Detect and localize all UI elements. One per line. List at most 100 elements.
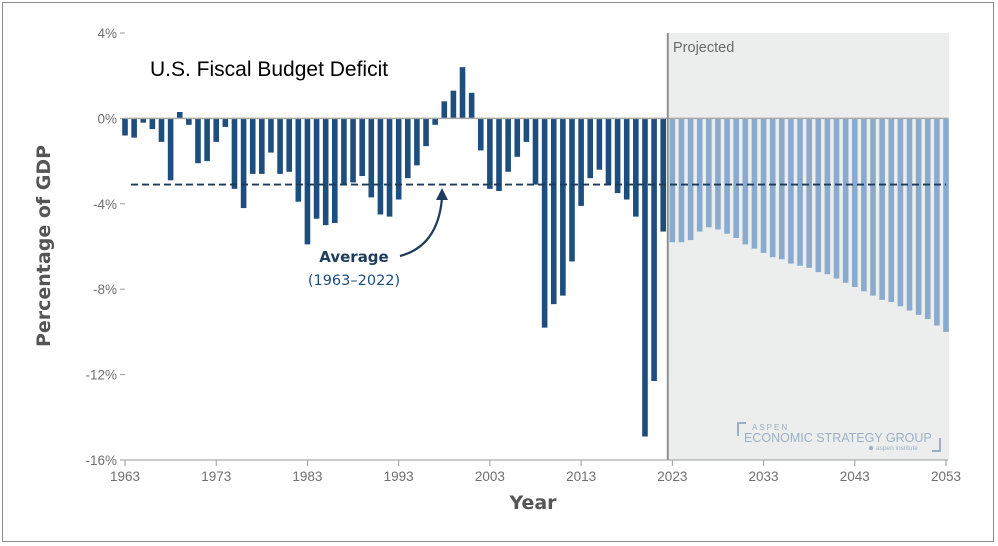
logo-main-text: ECONOMIC STRATEGY GROUP [744, 431, 932, 445]
historical-bar-1973 [213, 118, 220, 142]
x-axis-title: Year [508, 492, 557, 514]
y-tick-label: -12% [85, 368, 117, 383]
projected-bar-2050 [915, 118, 922, 315]
y-tick-label: -4% [93, 197, 117, 212]
projected-bar-2031 [742, 118, 749, 245]
historical-bar-1971 [195, 118, 201, 164]
historical-bar-2003 [487, 118, 493, 189]
historical-bar-1988 [350, 118, 356, 183]
historical-bar-1976 [240, 118, 247, 209]
projected-bar-2034 [769, 118, 776, 258]
average-arrow-head [436, 188, 448, 200]
historical-bar-1964 [131, 118, 137, 138]
y-tick-label: -16% [85, 453, 117, 468]
projected-bar-2042 [842, 118, 849, 283]
historical-bar-1965 [140, 118, 147, 123]
historical-bar-1991 [377, 118, 384, 215]
historical-bar-1994 [404, 118, 411, 179]
average-period: (1963–2022) [308, 273, 400, 289]
projected-bar-2046 [879, 118, 885, 300]
projected-bar-2037 [797, 118, 803, 266]
projected-bar-2023 [669, 118, 676, 243]
historical-bar-2010 [550, 118, 557, 305]
logo-bracket-right-icon [932, 438, 941, 452]
historical-bar-1970 [186, 118, 192, 125]
historical-bar-2014 [587, 118, 594, 179]
projected-bar-2048 [897, 118, 904, 307]
y-tick-label: -8% [93, 282, 117, 297]
historical-bar-1963 [122, 118, 128, 136]
bars [122, 67, 949, 437]
projected-bar-2024 [678, 118, 685, 243]
historical-bar-2013 [578, 118, 584, 206]
y-axis-ticks: 4% 0% -4% -8% -12% -16% [85, 26, 125, 468]
projected-bar-2047 [888, 118, 895, 303]
projected-bar-2025 [687, 118, 694, 241]
projected-bar-2027 [706, 118, 712, 228]
historical-bar-2016 [605, 118, 612, 185]
projected-bar-2052 [934, 118, 940, 326]
projected-bar-2053 [943, 118, 949, 332]
projected-bar-2036 [788, 118, 794, 264]
historical-bar-1990 [368, 118, 375, 198]
historical-bar-1997 [432, 118, 438, 125]
x-tick-label: 2053 [931, 469, 961, 484]
historical-bar-2015 [596, 118, 603, 170]
historical-bar-1982 [295, 118, 302, 202]
projected-bar-2040 [824, 118, 831, 275]
projected-label: Projected [673, 40, 734, 56]
x-tick-label: 1983 [292, 469, 322, 484]
historical-bar-1993 [395, 118, 402, 200]
x-axis-ticks: 1963 1973 1983 1993 2003 2013 2023 2033 2043 2053 [110, 460, 961, 484]
historical-bar-1989 [359, 118, 365, 177]
historical-bar-2002 [477, 118, 484, 151]
projected-bar-2044 [861, 118, 867, 292]
x-tick-label: 1963 [110, 469, 140, 484]
historical-bar-2007 [523, 118, 530, 142]
historical-bar-2000 [459, 67, 466, 119]
historical-bar-1980 [277, 118, 283, 174]
historical-bar-1966 [149, 118, 156, 130]
x-tick-label: 1973 [201, 469, 231, 484]
historical-bar-1979 [268, 118, 274, 153]
logo-bracket-left-icon [737, 422, 746, 436]
projected-bar-2038 [806, 118, 812, 268]
logo-aspen: ASPEN [752, 423, 789, 432]
historical-bar-1983 [304, 118, 311, 245]
historical-bar-2009 [541, 118, 548, 328]
historical-bar-1981 [286, 118, 292, 172]
projected-bar-2051 [924, 118, 931, 320]
x-tick-label: 2023 [657, 469, 687, 484]
y-tick-label: 4% [97, 26, 117, 41]
historical-bar-1978 [259, 118, 265, 174]
projected-bar-2028 [715, 118, 721, 230]
projected-bar-2026 [696, 118, 703, 232]
average-label: Average [319, 248, 388, 266]
historical-bar-2004 [496, 118, 502, 191]
projected-bar-2043 [851, 118, 858, 288]
historical-bar-1975 [231, 118, 238, 189]
historical-bar-1967 [158, 118, 165, 142]
projected-bar-2039 [815, 118, 822, 273]
x-tick-label: 2033 [749, 469, 779, 484]
projected-bar-2029 [724, 118, 730, 234]
projected-bar-2045 [870, 118, 876, 296]
historical-bar-1985 [322, 118, 329, 226]
historical-bar-2021 [651, 118, 657, 382]
historical-bar-2001 [468, 92, 475, 119]
historical-bar-1977 [249, 118, 256, 174]
logo-sub-text: aspen institute [876, 445, 918, 452]
historical-bar-1974 [222, 118, 229, 127]
projected-bar-2049 [906, 118, 913, 311]
historical-bar-1995 [414, 118, 420, 166]
historical-bar-2017 [614, 118, 621, 194]
historical-bar-2011 [560, 118, 566, 296]
logo-dot-icon [868, 445, 874, 451]
historical-bar-2006 [514, 118, 521, 157]
historical-bar-2018 [623, 118, 630, 200]
projected-bar-2041 [833, 118, 840, 279]
historical-bar-1969 [176, 112, 183, 119]
historical-bar-1968 [167, 118, 174, 181]
